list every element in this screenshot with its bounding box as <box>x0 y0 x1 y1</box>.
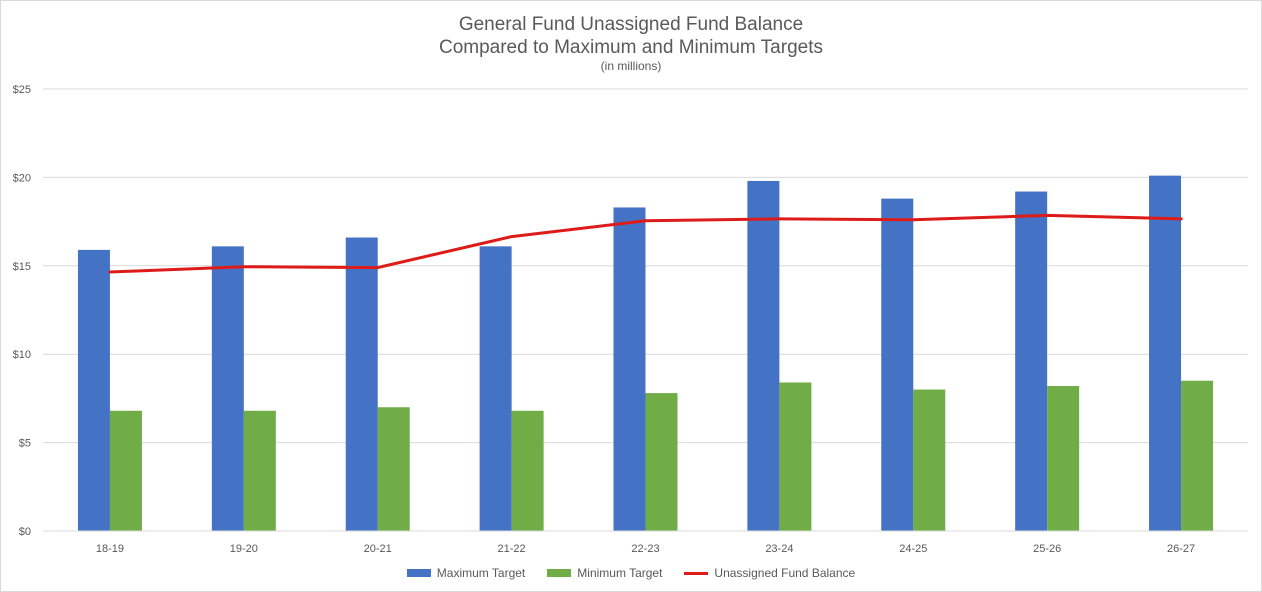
legend-swatch-minimum-target <box>547 569 572 577</box>
chart-title-line2: Compared to Maximum and Minimum Targets <box>438 37 823 58</box>
legend-label-maximum-target: Maximum Target <box>436 566 526 580</box>
legend-item-maximum-target: Maximum Target <box>406 566 526 580</box>
bar-maximum-target <box>881 198 914 531</box>
bar-minimum-target <box>1047 386 1080 531</box>
legend-label-minimum-target: Minimum Target <box>577 566 663 580</box>
chart-title-block: General Fund Unassigned Fund Balance Com… <box>1 13 1261 73</box>
y-tick-label: $20 <box>13 172 31 184</box>
chart-subtitle: (in millions) <box>600 59 662 73</box>
line-unassigned-fund-balance <box>108 213 1183 274</box>
bar-maximum-target <box>345 237 378 531</box>
x-tick-label: 20-21 <box>364 543 392 555</box>
bar-minimum-target <box>243 410 276 531</box>
bar-minimum-target <box>109 410 142 531</box>
bar-maximum-target <box>479 246 512 532</box>
legend-swatch-maximum-target <box>406 569 431 577</box>
x-tick-label: 23-24 <box>765 543 793 555</box>
x-tick-label: 18-19 <box>96 543 124 555</box>
x-tick-label: 25-26 <box>1033 543 1061 555</box>
bar-maximum-target <box>77 249 110 531</box>
y-tick-label: $0 <box>19 526 31 538</box>
bar-maximum-target <box>1149 175 1182 531</box>
bar-minimum-target <box>779 382 812 531</box>
bar-minimum-target <box>511 410 544 531</box>
bar-minimum-target <box>1181 380 1214 531</box>
legend-item-minimum-target: Minimum Target <box>547 566 662 580</box>
y-tick-label: $15 <box>13 261 31 273</box>
y-tick-label: $25 <box>13 84 31 96</box>
x-tick-label: 19-20 <box>230 543 258 555</box>
chart-legend: Maximum Target Minimum Target Unassigned… <box>1 566 1261 580</box>
legend-swatch-unassigned-fund-balance <box>684 571 709 575</box>
bar-minimum-target <box>645 393 678 531</box>
y-tick-label: $10 <box>13 349 31 361</box>
bar-maximum-target <box>613 207 646 531</box>
chart-title-line1: General Fund Unassigned Fund Balance <box>458 14 804 35</box>
x-tick-label: 24-25 <box>899 543 927 555</box>
bar-minimum-target <box>377 407 410 531</box>
bar-minimum-target <box>913 389 946 531</box>
legend-item-unassigned-fund-balance: Unassigned Fund Balance <box>684 566 855 580</box>
x-tick-label: 22-23 <box>631 543 659 555</box>
y-tick-label: $5 <box>19 438 31 450</box>
bar-maximum-target <box>211 246 244 532</box>
x-tick-label: 26-27 <box>1167 543 1195 555</box>
bar-maximum-target <box>747 180 780 531</box>
legend-label-unassigned-fund-balance: Unassigned Fund Balance <box>714 566 856 580</box>
bar-maximum-target <box>1015 191 1048 531</box>
x-tick-label: 21-22 <box>498 543 526 555</box>
